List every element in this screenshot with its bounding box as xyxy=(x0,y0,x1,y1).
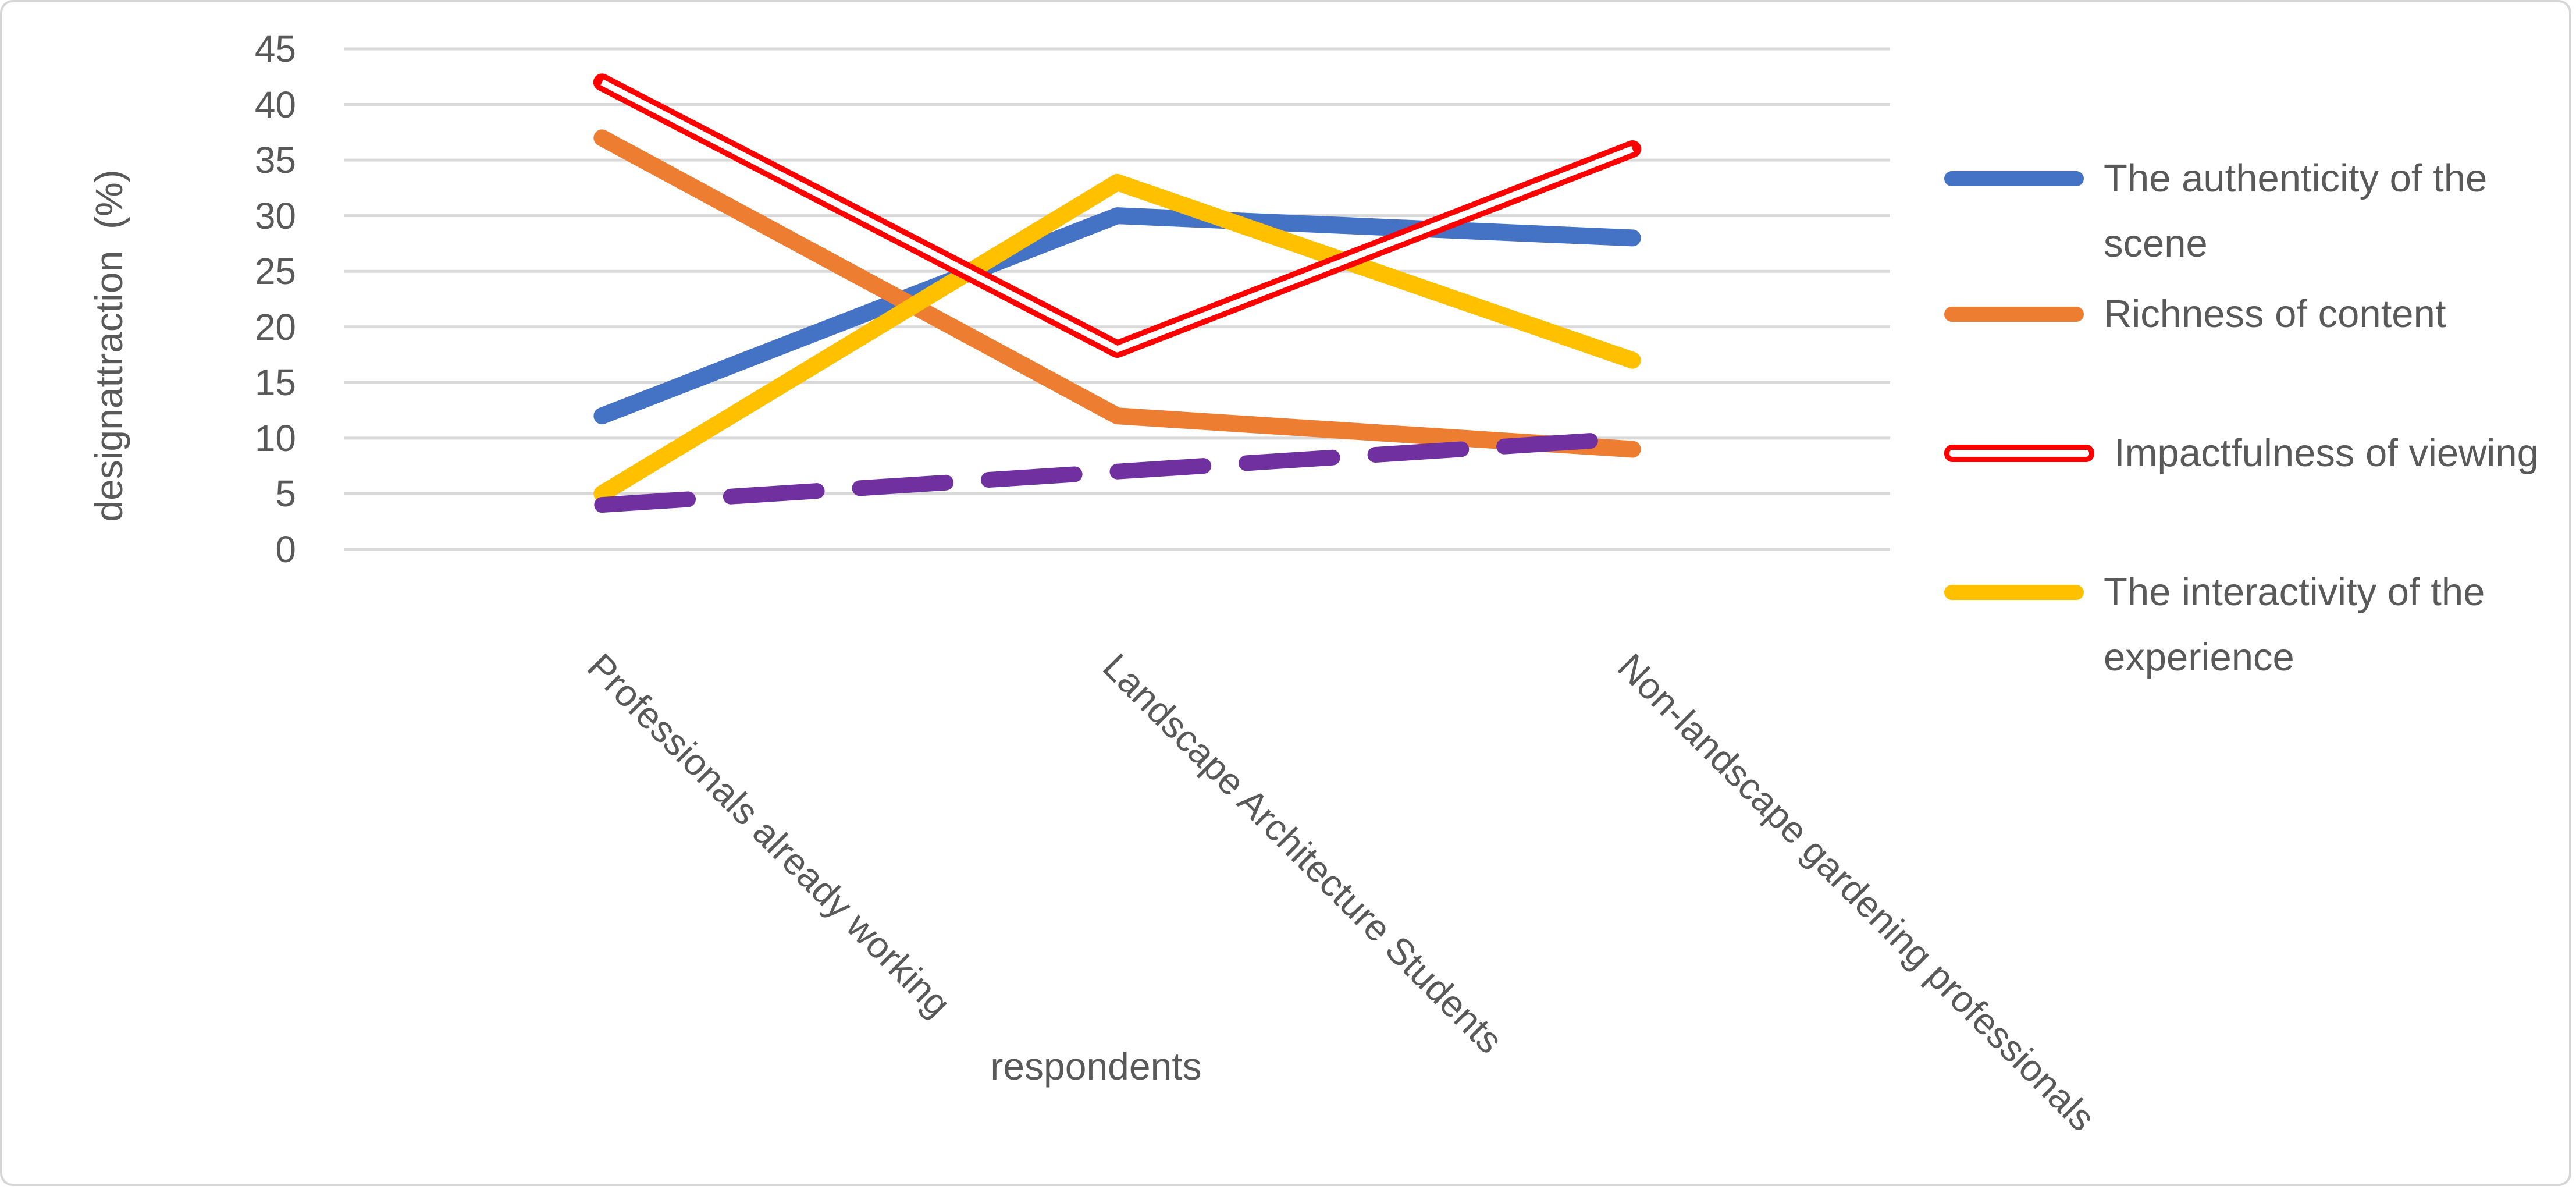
y-tick-label: 30 xyxy=(254,194,296,237)
legend-item: Impactfulness of viewing xyxy=(1944,421,2576,486)
legend-swatch-richness xyxy=(1944,307,2084,322)
legend-swatch-authenticity xyxy=(1944,171,2084,186)
legend-swatch-impactfulness xyxy=(1944,445,2094,462)
y-tick-label: 20 xyxy=(254,306,296,348)
y-tick-label: 15 xyxy=(254,361,296,404)
y-tick-label: 35 xyxy=(254,139,296,182)
legend-item: The interactivity of the experience xyxy=(1944,560,2576,690)
y-tick-label: 40 xyxy=(254,83,296,126)
legend-label: The interactivity of the experience xyxy=(2104,570,2485,679)
legend-swatch-interactivity xyxy=(1944,585,2084,600)
legend-item: The authenticity of the scene xyxy=(1944,146,2576,276)
y-axis-title: designattraction (%) xyxy=(87,169,130,522)
legend-label: Richness of content xyxy=(2104,292,2446,336)
y-tick-label: 45 xyxy=(254,28,296,70)
y-tick-label: 10 xyxy=(254,417,296,459)
y-tick-label: 5 xyxy=(275,473,296,515)
legend-label: Impactfulness of viewing xyxy=(2114,431,2539,475)
legend-label: The authenticity of the scene xyxy=(2104,157,2488,265)
y-tick-label: 0 xyxy=(275,528,296,570)
legend-item: Richness of content xyxy=(1944,282,2576,347)
x-axis-title: respondents xyxy=(990,1045,1202,1088)
y-tick-label: 25 xyxy=(254,250,296,293)
